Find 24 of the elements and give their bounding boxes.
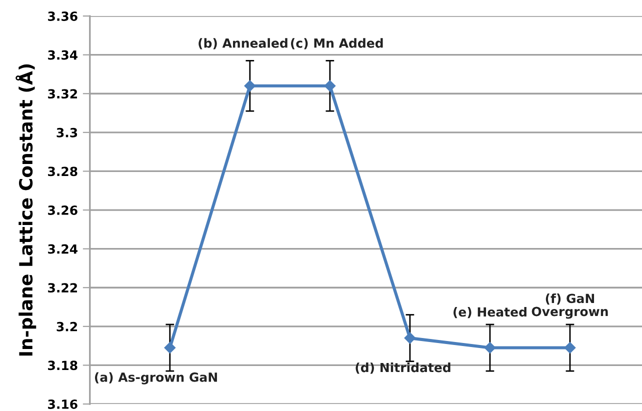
y-tick-label: 3.2: [56, 322, 77, 332]
y-tick-label: 3.26: [48, 205, 78, 215]
y-tick-label: 3.18: [48, 360, 78, 370]
y-tick-label: 3.16: [48, 399, 78, 409]
annotation: (e) Heated: [454, 306, 526, 318]
y-tick-label: 3.32: [48, 89, 77, 99]
y-tick-label: 3.24: [48, 244, 78, 254]
y-tick-label: 3.3: [56, 128, 78, 138]
y-tick-label: 3.22: [48, 283, 77, 293]
annotation: (c) Mn Added: [291, 38, 383, 50]
annotation: (a) As-grown GaN: [95, 372, 217, 384]
point: [164, 342, 176, 354]
annotation: (d) Nitridated: [356, 362, 450, 374]
point: [244, 80, 256, 92]
point: [484, 342, 496, 354]
point: [404, 332, 416, 344]
y-tick-label: 3.28: [48, 166, 78, 176]
y-tick-label: 3.34: [48, 50, 78, 60]
annotation: (f) GaN Overgrown: [532, 293, 608, 319]
point: [324, 80, 336, 92]
y-tick-label: 3.36: [48, 12, 78, 21]
y-axis-title: In-plane Lattice Constant (Å): [16, 64, 36, 356]
annotation: (b) Annealed: [198, 38, 288, 50]
point: [564, 342, 576, 354]
